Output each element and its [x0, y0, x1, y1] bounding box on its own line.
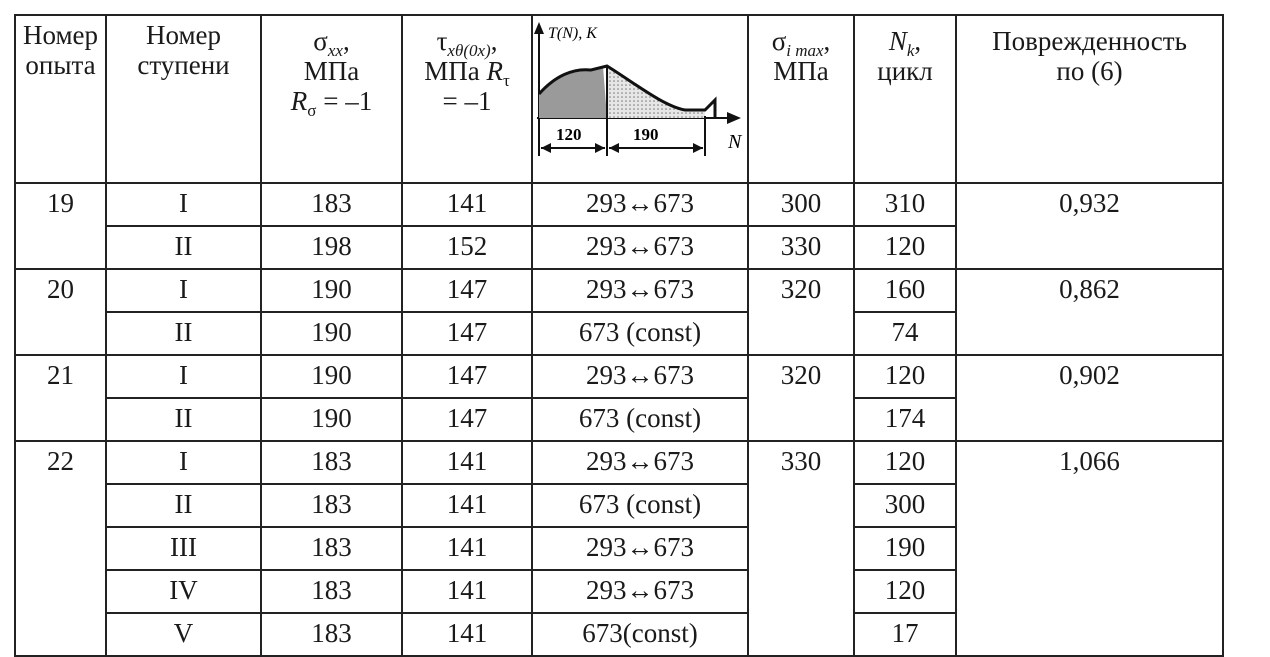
- tau-cell: 141: [401, 182, 533, 227]
- table-row: 22 I 183 141 293↔673 330 120 1,066: [14, 440, 1224, 657]
- header-tau: τxθ(0x), МПа Rτ = –1: [401, 14, 533, 184]
- temperature-cell: 673 (const): [531, 311, 749, 356]
- header-sigma-i-max: σi max, МПа: [747, 14, 855, 184]
- stage-cell: I: [105, 354, 262, 399]
- damage-cell: 0,932: [955, 182, 1224, 270]
- stage-cell: II: [105, 225, 262, 270]
- stage-cell: I: [105, 268, 262, 313]
- tau-cell: 147: [401, 311, 533, 356]
- table-row: II 198 152 293↔673 330 120: [15, 225, 1223, 270]
- header-sigma-xx: σxx, МПа Rσ = –1: [260, 14, 403, 184]
- nk-cell: 120: [853, 569, 957, 614]
- stage-cell: IV: [105, 569, 262, 614]
- temperature-cell: 293↔673: [531, 225, 749, 270]
- nk-cell: 74: [853, 311, 957, 356]
- x-axis-arrow: [727, 112, 741, 124]
- stage-cell: I: [105, 440, 262, 485]
- header-nk: Nk, цикл: [853, 14, 957, 184]
- experiment-cell: 19: [14, 182, 107, 270]
- table-row: 19 I 183 141 293↔673 300 310 0,932: [14, 182, 1224, 270]
- sigma-max-cell: 330: [747, 440, 855, 657]
- tau-cell: 147: [401, 354, 533, 399]
- temperature-curve-fill: [539, 66, 607, 118]
- sigma-max-cell: 330: [747, 225, 855, 270]
- damage-cell: 0,862: [955, 268, 1224, 356]
- tau-cell: 141: [401, 440, 533, 485]
- sigma-cell: 198: [260, 225, 403, 270]
- stage-cell: II: [105, 397, 262, 442]
- sigma-cell: 190: [260, 268, 403, 313]
- tau-cell: 147: [401, 397, 533, 442]
- tau-cell: 141: [401, 483, 533, 528]
- sigma-cell: 190: [260, 397, 403, 442]
- sigma-cell: 183: [260, 526, 403, 571]
- temperature-cell: 293↔673: [531, 440, 749, 485]
- sigma-max-cell: 300: [747, 182, 855, 227]
- temperature-cell: 293↔673: [531, 569, 749, 614]
- temperature-cell: 293↔673: [531, 182, 749, 227]
- temperature-curve: [537, 64, 717, 118]
- sigma-cell: 183: [260, 483, 403, 528]
- stage-cell: V: [105, 612, 262, 657]
- damage-cell: 1,066: [955, 440, 1224, 657]
- stage-cell: III: [105, 526, 262, 571]
- data-table: Номер опыта Номер ступени σxx, МПа Rσ = –1…: [14, 14, 1224, 657]
- temperature-cell: 673 (const): [531, 397, 749, 442]
- nk-cell: 300: [853, 483, 957, 528]
- sigma-cell: 183: [260, 440, 403, 485]
- stage-cell: II: [105, 311, 262, 356]
- sigma-cell: 190: [260, 311, 403, 356]
- table-row: 20 I 190 147 293↔673 320 160 0,862: [14, 268, 1224, 356]
- temperature-cell: 673 (const): [531, 483, 749, 528]
- header-stage-number: Номер ступени: [105, 14, 262, 184]
- header-damage: Поврежденность по (6): [955, 14, 1224, 184]
- temperature-cell: 293↔673: [531, 526, 749, 571]
- tau-cell: 141: [401, 612, 533, 657]
- sigma-max-cell: 320: [747, 354, 855, 442]
- y-axis-label: T(N), К: [548, 25, 598, 42]
- segment-1-label: 120: [556, 125, 582, 144]
- y-axis-arrow: [534, 22, 544, 34]
- nk-cell: 17: [853, 612, 957, 657]
- nk-cell: 174: [853, 397, 957, 442]
- temperature-curve-fill-2: [607, 66, 705, 118]
- nk-cell: 120: [853, 225, 957, 270]
- nk-cell: 160: [853, 268, 957, 313]
- experiment-cell: 20: [14, 268, 107, 356]
- table-row: IV 183 141 293↔673 120: [15, 569, 1223, 614]
- sigma-cell: 183: [260, 182, 403, 227]
- x-axis-label: N: [727, 131, 743, 153]
- nk-cell: 190: [853, 526, 957, 571]
- nk-cell: 120: [853, 354, 957, 399]
- table-row: II 190 147 673 (const) 174: [15, 397, 1223, 442]
- tau-cell: 147: [401, 268, 533, 313]
- stage-cell: I: [105, 182, 262, 227]
- sigma-cell: 183: [260, 612, 403, 657]
- table-row: II 190 147 673 (const) 74: [15, 311, 1223, 356]
- header-experiment-number: Номер опыта: [14, 14, 107, 184]
- stage-cell: II: [105, 483, 262, 528]
- tau-cell: 141: [401, 569, 533, 614]
- temperature-cell: 293↔673: [531, 268, 749, 313]
- nk-cell: 120: [853, 440, 957, 485]
- sigma-cell: 183: [260, 569, 403, 614]
- table-row: III 183 141 293↔673 190: [15, 526, 1223, 571]
- nk-cell: 310: [853, 182, 957, 227]
- tau-cell: 152: [401, 225, 533, 270]
- sigma-cell: 190: [260, 354, 403, 399]
- temperature-cycle-diagram: T(N), К N: [534, 22, 743, 156]
- damage-cell: 0,902: [955, 354, 1224, 442]
- table-row: 21 I 190 147 293↔673 320 120 0,902: [14, 354, 1224, 442]
- experiment-cell: 21: [14, 354, 107, 442]
- header-temperature-diagram: T(N), К N: [531, 14, 749, 184]
- table-row: II 183 141 673 (const) 300: [15, 483, 1223, 528]
- segment-2-label: 190: [633, 125, 659, 144]
- temperature-cell: 293↔673: [531, 354, 749, 399]
- sigma-max-cell: 320: [747, 268, 855, 356]
- tau-cell: 141: [401, 526, 533, 571]
- temperature-cell: 673(const): [531, 612, 749, 657]
- experiment-cell: 22: [14, 440, 107, 657]
